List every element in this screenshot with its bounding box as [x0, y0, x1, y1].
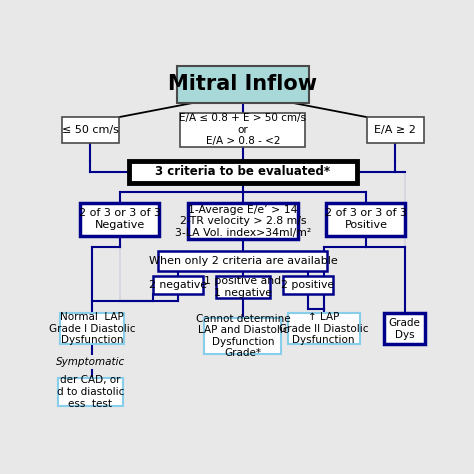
FancyBboxPatch shape [204, 318, 282, 354]
FancyBboxPatch shape [384, 313, 425, 344]
FancyBboxPatch shape [158, 251, 328, 271]
FancyBboxPatch shape [181, 112, 305, 147]
FancyBboxPatch shape [327, 203, 405, 236]
Text: der CAD, or
d to diastolic
ess  test: der CAD, or d to diastolic ess test [57, 375, 124, 409]
Text: Cannot determine
LAP and Diastolic
Dysfunction
Grade*: Cannot determine LAP and Diastolic Dysfu… [196, 314, 290, 358]
Text: 2 of 3 or 3 of 3
Positive: 2 of 3 or 3 of 3 Positive [325, 209, 407, 230]
Text: Mitral Inflow: Mitral Inflow [168, 74, 318, 94]
FancyBboxPatch shape [288, 313, 360, 344]
FancyBboxPatch shape [81, 203, 159, 236]
Text: 2 of 3 or 3 of 3
Negative: 2 of 3 or 3 of 3 Negative [79, 209, 161, 230]
Text: ↑ LAP
Grade II Diastolic
Dysfunction: ↑ LAP Grade II Diastolic Dysfunction [279, 312, 368, 346]
FancyBboxPatch shape [58, 378, 123, 406]
Text: 3 criteria to be evaluated*: 3 criteria to be evaluated* [155, 165, 330, 178]
FancyBboxPatch shape [216, 276, 270, 298]
Text: When only 2 criteria are available: When only 2 criteria are available [148, 256, 337, 266]
Text: Symptomatic: Symptomatic [56, 356, 125, 366]
Text: 2 negative: 2 negative [149, 280, 207, 290]
Text: 1-Average E/e’ > 14
2-TR velocity > 2.8 m/s
3-LA Vol. index>34ml/m²: 1-Average E/e’ > 14 2-TR velocity > 2.8 … [175, 204, 311, 238]
Text: 2 positive: 2 positive [282, 280, 335, 290]
FancyBboxPatch shape [153, 275, 203, 294]
Text: E/A ≥ 2: E/A ≥ 2 [374, 125, 416, 135]
Text: ≤ 50 cm/s: ≤ 50 cm/s [62, 125, 119, 135]
FancyBboxPatch shape [367, 117, 424, 143]
FancyBboxPatch shape [283, 275, 333, 294]
FancyBboxPatch shape [62, 117, 119, 143]
FancyBboxPatch shape [129, 161, 357, 183]
FancyBboxPatch shape [177, 66, 309, 102]
FancyBboxPatch shape [63, 355, 118, 369]
Text: E/A ≤ 0.8 + E > 50 cm/s
or
E/A > 0.8 - <2: E/A ≤ 0.8 + E > 50 cm/s or E/A > 0.8 - <… [180, 113, 306, 146]
FancyBboxPatch shape [60, 313, 125, 344]
Text: Grade
Dys: Grade Dys [389, 318, 420, 339]
Text: 1 positive and
1 negative: 1 positive and 1 negative [204, 276, 282, 298]
Text: Normal  LAP
Grade I Diastolic
Dysfunction: Normal LAP Grade I Diastolic Dysfunction [49, 312, 136, 346]
FancyBboxPatch shape [188, 203, 298, 239]
